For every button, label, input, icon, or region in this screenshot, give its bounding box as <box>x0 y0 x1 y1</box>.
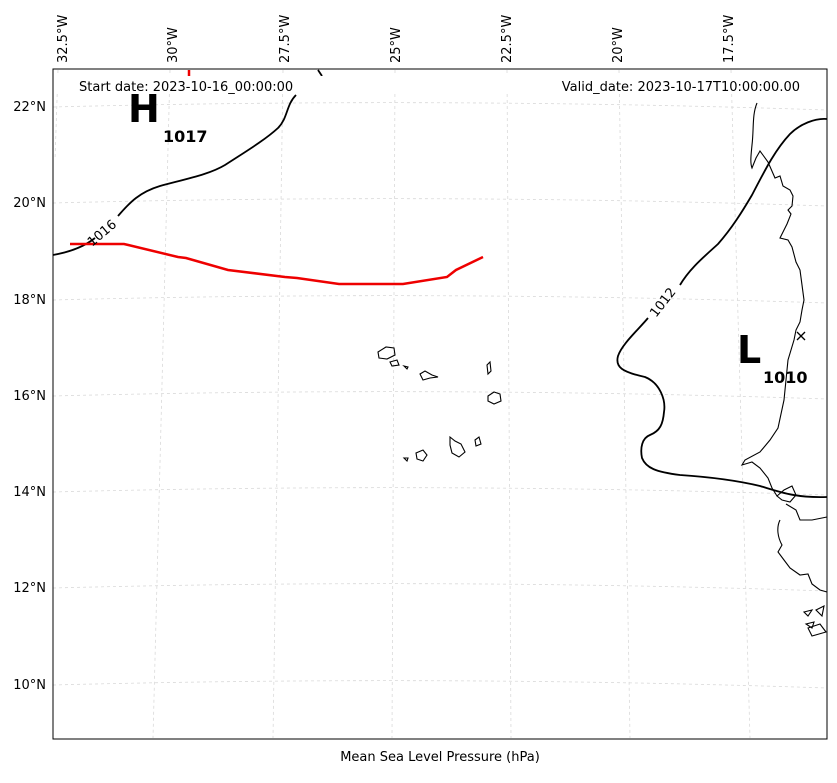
lon-label-17-5w: 17.5°W <box>722 15 737 63</box>
latitude-labels: 22°N 20°N 18°N 16°N 14°N 12°N 10°N <box>13 100 46 693</box>
lat-label-12n: 12°N <box>13 581 46 596</box>
lon-label-32-5w: 32.5°W <box>56 15 71 63</box>
lon-label-22-5w: 22.5°W <box>500 15 515 63</box>
lon-label-27-5w: 27.5°W <box>278 15 293 63</box>
african-coastline <box>740 102 828 637</box>
isobars <box>52 69 828 498</box>
gridline-lon-22-5w <box>506 69 512 739</box>
map-frame <box>52 68 828 740</box>
island-sal <box>486 360 492 376</box>
valid-date-label: Valid_date: 2023-10-17T10:00:00.00 <box>562 80 800 95</box>
gridline-lat-14n <box>52 487 828 496</box>
island-santiago <box>449 435 466 458</box>
cape-verde-islands <box>377 346 502 463</box>
lat-label-22n: 22°N <box>13 100 46 115</box>
island-fogo <box>415 449 428 462</box>
high-pressure-symbol: H <box>128 87 160 131</box>
high-pressure-value: 1017 <box>163 127 208 146</box>
isobar-label-1012: 1012 <box>647 285 679 320</box>
gridline-lat-20n <box>52 198 828 207</box>
lat-label-10n: 10°N <box>13 678 46 693</box>
gridline-lon-27-5w <box>272 69 284 739</box>
header-mask <box>54 76 826 94</box>
isobar-1012 <box>616 118 828 498</box>
island-santa-luzia <box>402 364 409 370</box>
island-boa-vista <box>487 391 502 405</box>
island-sao-nicolau <box>419 370 439 381</box>
island-brava <box>402 457 409 463</box>
lat-label-20n: 20°N <box>13 196 46 211</box>
gridline-lon-30w <box>152 69 171 739</box>
low-pressure-symbol: L <box>737 328 761 372</box>
lat-label-16n: 16°N <box>13 389 46 404</box>
start-date-label: Start date: 2023-10-16_00:00:00 <box>79 80 293 95</box>
isobar-1016 <box>52 94 297 256</box>
coastline-gambia-guinea <box>777 503 828 637</box>
lon-label-20w: 20°W <box>611 27 626 63</box>
gridline-lat-10n <box>52 680 828 689</box>
map-caption: Mean Sea Level Pressure (hPa) <box>340 750 540 765</box>
lon-label-30w: 30°W <box>166 27 181 63</box>
longitude-labels: 32.5°W 30°W 27.5°W 25°W 22.5°W 20°W 17.5… <box>56 15 737 63</box>
gridline-lon-17-5w <box>730 69 751 739</box>
coastline-mauritania-senegal <box>740 102 805 497</box>
low-pressure-value: 1010 <box>763 368 808 387</box>
gridline-lat-16n <box>52 391 828 400</box>
isobar-1016-top-stub <box>317 69 323 77</box>
map-grid <box>52 69 828 739</box>
gridline-lat-22n <box>52 102 828 111</box>
island-maio <box>474 436 482 447</box>
gridline-lat-12n <box>52 583 828 592</box>
island-santo-antao <box>377 346 396 360</box>
lat-label-14n: 14°N <box>13 485 46 500</box>
coastline-cap-vert <box>776 485 797 503</box>
low-center-marker <box>796 331 806 341</box>
island-sao-vicente <box>389 359 400 367</box>
lat-label-18n: 18°N <box>13 293 46 308</box>
gridline-lat-18n <box>52 295 828 304</box>
storm-track <box>70 242 484 286</box>
lon-label-25w: 25°W <box>389 27 404 63</box>
gridline-lon-20w <box>618 69 631 739</box>
gridline-lon-25w <box>391 69 396 739</box>
